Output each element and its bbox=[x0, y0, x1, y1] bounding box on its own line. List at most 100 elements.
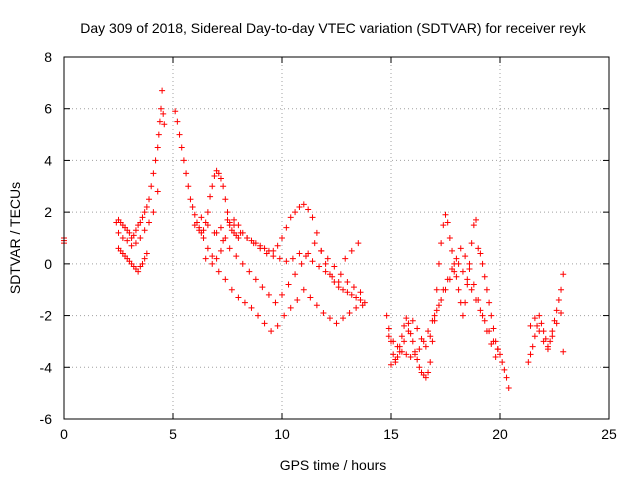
data-point bbox=[331, 263, 338, 270]
data-point bbox=[455, 260, 462, 267]
data-point bbox=[536, 328, 543, 335]
y-axis-label: SDTVAR / TECUs bbox=[7, 182, 23, 294]
data-point bbox=[477, 307, 484, 314]
data-point bbox=[422, 374, 429, 381]
data-point bbox=[150, 209, 157, 216]
data-point bbox=[475, 245, 482, 252]
data-point bbox=[429, 338, 436, 345]
data-point bbox=[185, 183, 192, 190]
data-point bbox=[462, 253, 469, 260]
data-point bbox=[224, 216, 231, 223]
data-point bbox=[137, 235, 144, 241]
data-point bbox=[292, 209, 299, 216]
data-point bbox=[156, 118, 163, 125]
data-point bbox=[350, 284, 357, 291]
data-point bbox=[155, 131, 162, 138]
y-tick-label: 2 bbox=[44, 204, 52, 220]
data-point bbox=[470, 281, 477, 288]
data-point bbox=[431, 317, 438, 324]
data-point bbox=[464, 276, 471, 283]
data-point bbox=[215, 268, 222, 275]
data-point bbox=[446, 235, 453, 241]
data-point bbox=[549, 333, 556, 340]
data-point bbox=[340, 315, 347, 322]
data-point bbox=[405, 320, 412, 327]
data-point bbox=[313, 302, 320, 309]
x-tick-label: 10 bbox=[274, 426, 290, 442]
data-point bbox=[433, 286, 440, 293]
data-points bbox=[61, 87, 567, 391]
data-point bbox=[220, 183, 227, 190]
data-point bbox=[259, 284, 266, 291]
data-point bbox=[342, 255, 349, 262]
data-point bbox=[209, 253, 216, 260]
data-point bbox=[466, 266, 473, 273]
data-point bbox=[411, 351, 418, 358]
data-point bbox=[204, 245, 211, 252]
data-point bbox=[492, 353, 499, 360]
data-point bbox=[422, 343, 429, 350]
data-point bbox=[289, 255, 296, 262]
data-point bbox=[322, 268, 329, 275]
data-point bbox=[252, 276, 259, 283]
data-point bbox=[549, 328, 556, 335]
data-point bbox=[159, 87, 166, 94]
data-point bbox=[479, 260, 486, 267]
data-point bbox=[283, 224, 290, 231]
data-point bbox=[217, 175, 224, 182]
data-point bbox=[403, 315, 410, 322]
data-point bbox=[211, 172, 218, 179]
data-point bbox=[265, 291, 272, 298]
chart-title: Day 309 of 2018, Sidereal Day-to-day VTE… bbox=[80, 20, 586, 36]
data-point bbox=[137, 219, 144, 226]
data-point bbox=[340, 286, 347, 293]
data-point bbox=[300, 286, 307, 293]
data-point bbox=[146, 196, 153, 203]
data-point bbox=[440, 286, 447, 293]
data-point bbox=[176, 131, 183, 138]
data-point bbox=[287, 214, 294, 221]
data-point bbox=[132, 240, 139, 247]
data-point bbox=[409, 338, 416, 345]
y-tick-label: -2 bbox=[40, 308, 53, 324]
data-point bbox=[235, 294, 242, 301]
data-point bbox=[174, 118, 181, 125]
x-tick-label: 0 bbox=[60, 426, 68, 442]
data-point bbox=[241, 299, 248, 306]
data-point bbox=[246, 268, 253, 275]
data-point bbox=[316, 263, 323, 270]
data-point bbox=[497, 351, 503, 358]
x-tick-label: 15 bbox=[383, 426, 399, 442]
data-point bbox=[357, 297, 364, 304]
data-point bbox=[560, 271, 567, 278]
data-point bbox=[553, 307, 560, 314]
data-point bbox=[344, 289, 351, 296]
data-point bbox=[435, 302, 442, 309]
data-point bbox=[139, 260, 146, 267]
data-point bbox=[438, 297, 445, 304]
data-point bbox=[326, 315, 333, 322]
data-point bbox=[143, 250, 150, 257]
data-point bbox=[270, 247, 277, 254]
data-point bbox=[285, 281, 292, 288]
data-point bbox=[126, 229, 133, 236]
data-point bbox=[257, 245, 264, 252]
data-point bbox=[525, 359, 532, 366]
data-point bbox=[130, 232, 137, 239]
data-point bbox=[272, 299, 279, 306]
data-point bbox=[385, 333, 392, 340]
y-tick-label: -4 bbox=[40, 359, 53, 375]
data-point bbox=[250, 240, 257, 247]
data-point bbox=[178, 144, 185, 151]
data-point bbox=[329, 273, 336, 280]
data-point bbox=[154, 144, 161, 151]
data-point bbox=[431, 312, 438, 319]
data-point bbox=[132, 227, 139, 234]
data-point bbox=[459, 312, 466, 319]
data-point bbox=[274, 322, 281, 329]
data-point bbox=[547, 338, 554, 345]
data-point bbox=[416, 346, 423, 353]
data-point bbox=[488, 341, 495, 348]
data-point bbox=[499, 359, 506, 366]
